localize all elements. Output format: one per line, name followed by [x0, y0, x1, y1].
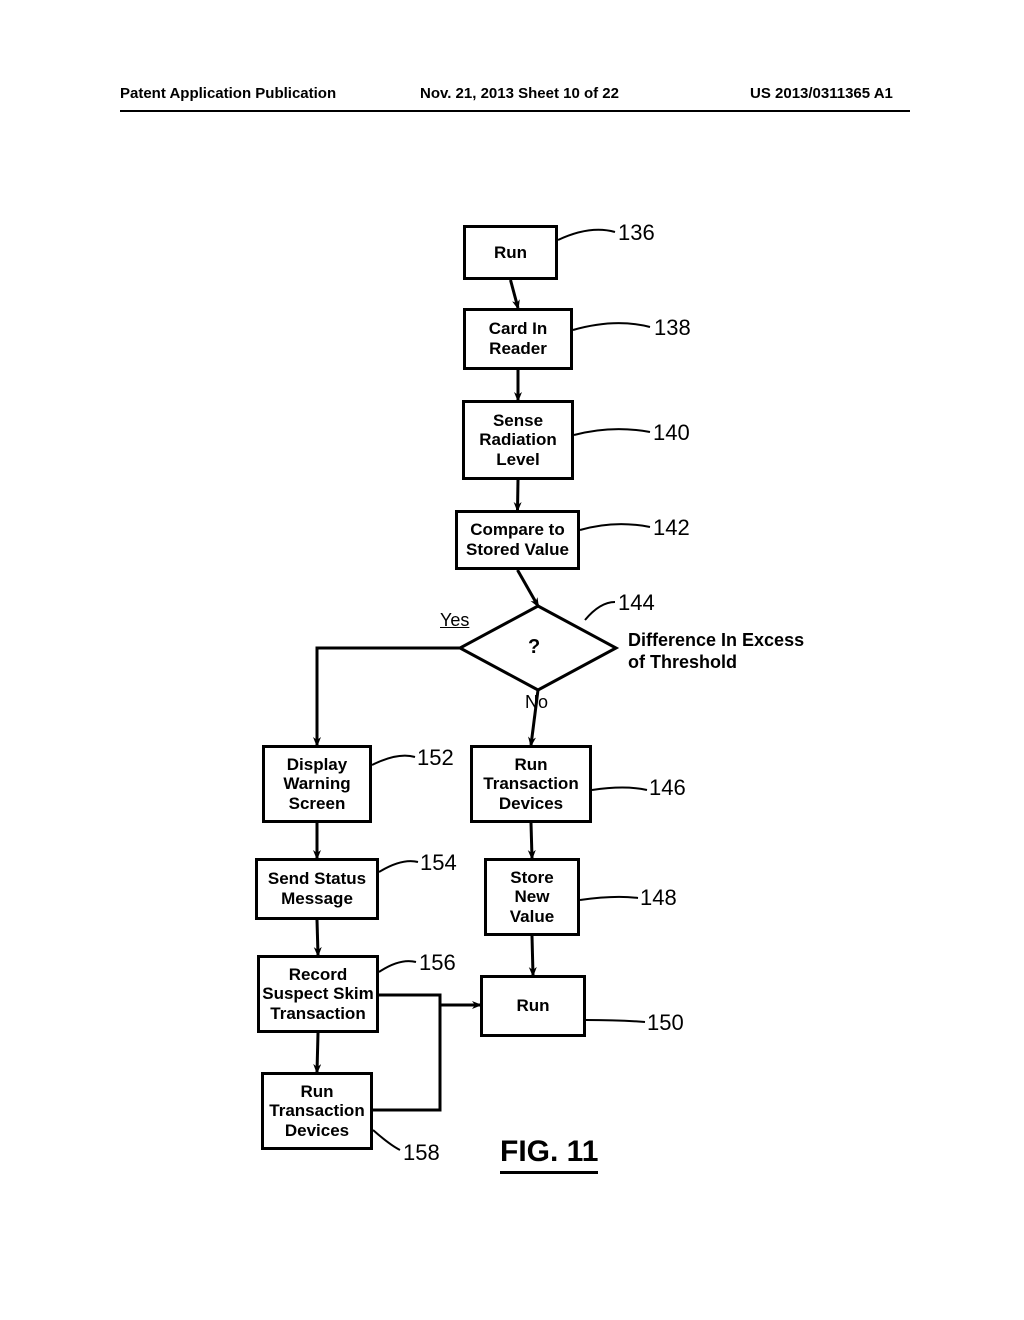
header-right: US 2013/0311365 A1 [750, 85, 893, 102]
ref-label-152: 152 [417, 745, 454, 771]
ref-label-148: 148 [640, 885, 677, 911]
page-root: Patent Application Publication Nov. 21, … [0, 0, 1024, 1320]
flow-node-n150: Run [480, 975, 586, 1037]
flow-node-n152: DisplayWarningScreen [262, 745, 372, 823]
header-rule [120, 110, 910, 112]
ref-label-144: 144 [618, 590, 655, 616]
ref-label-140: 140 [653, 420, 690, 446]
ref-label-136: 136 [618, 220, 655, 246]
connector-layer [0, 0, 1024, 1320]
header-left: Patent Application Publication [120, 85, 336, 102]
ref-label-154: 154 [420, 850, 457, 876]
ref-label-156: 156 [419, 950, 456, 976]
ref-label-146: 146 [649, 775, 686, 801]
flow-node-n136: Run [463, 225, 558, 280]
figure-title: FIG. 11 [500, 1135, 598, 1174]
flow-node-n158: RunTransactionDevices [261, 1072, 373, 1150]
flow-node-n138: Card InReader [463, 308, 573, 370]
flow-node-n156: RecordSuspect SkimTransaction [257, 955, 379, 1033]
ref-label-150: 150 [647, 1010, 684, 1036]
branch-yes: Yes [440, 610, 469, 631]
flow-node-n146: RunTransactionDevices [470, 745, 592, 823]
ref-label-142: 142 [653, 515, 690, 541]
header-center: Nov. 21, 2013 Sheet 10 of 22 [420, 85, 619, 102]
flow-node-n154: Send StatusMessage [255, 858, 379, 920]
flow-node-n148: StoreNewValue [484, 858, 580, 936]
branch-no: No [525, 692, 548, 713]
decision-side-label: Difference In Excessof Threshold [628, 630, 804, 673]
ref-label-158: 158 [403, 1140, 440, 1166]
ref-label-138: 138 [654, 315, 691, 341]
flow-node-n140: SenseRadiationLevel [462, 400, 574, 480]
flow-node-n142: Compare toStored Value [455, 510, 580, 570]
decision-text: ? [528, 636, 540, 659]
